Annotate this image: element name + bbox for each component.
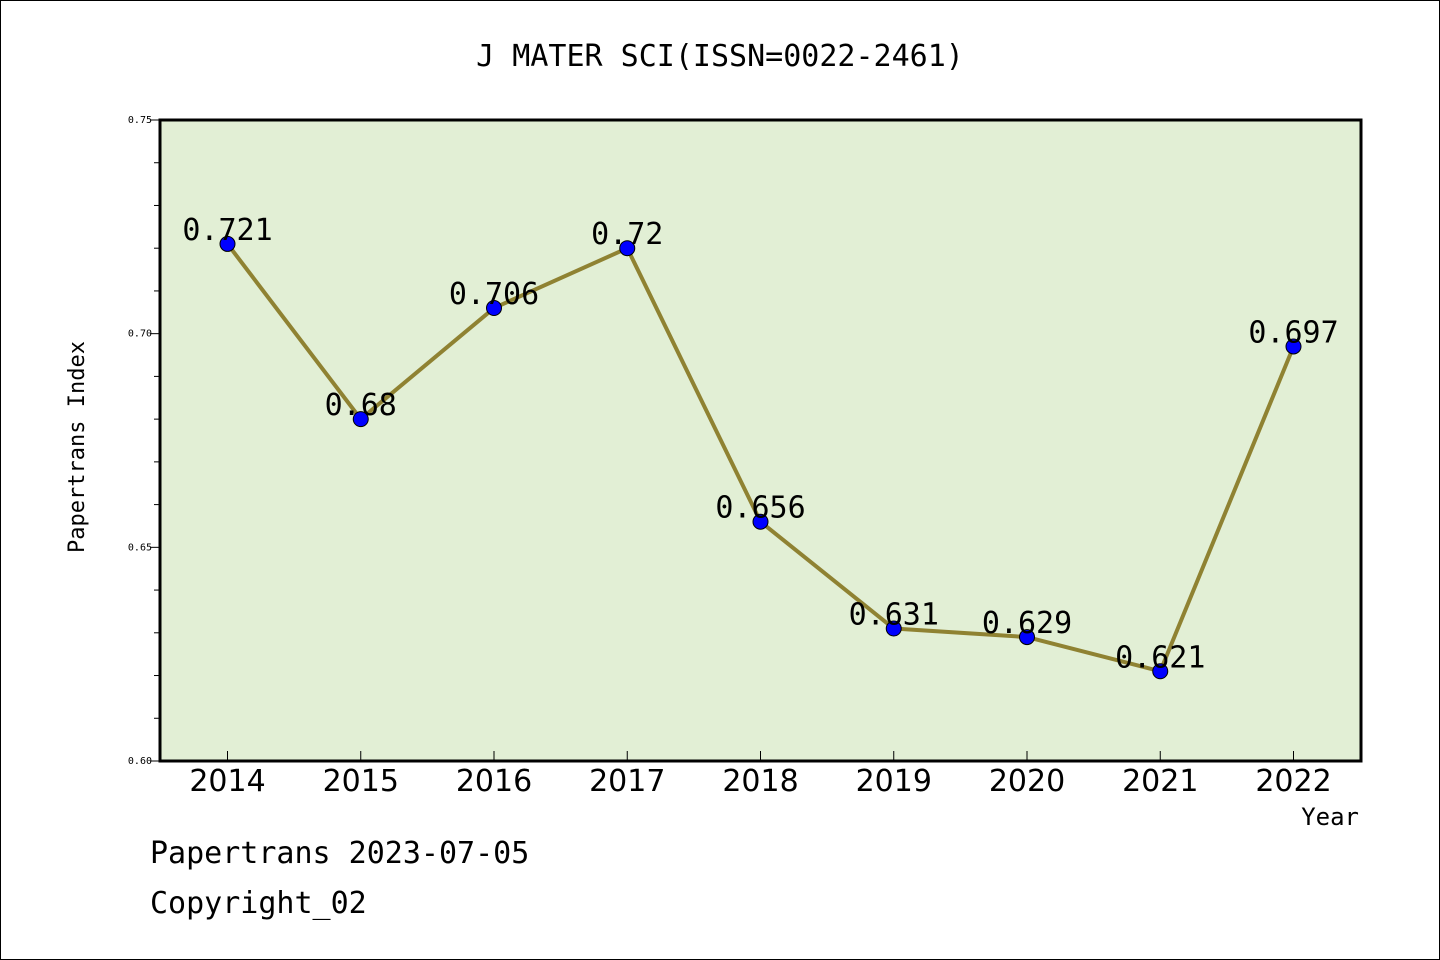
footer-date: Papertrans 2023-07-05 [150, 836, 529, 871]
y-axis-label: Papertrans Index [65, 341, 90, 553]
data-point [752, 513, 769, 530]
x-tick-label: 2015 [323, 764, 399, 799]
x-tick-label: 2014 [189, 764, 265, 799]
data-point [1019, 629, 1035, 646]
data-label: 0.656 [715, 491, 805, 526]
x-tick-label: 2018 [722, 764, 798, 799]
data-label: 0.621 [1115, 640, 1205, 675]
x-tick-label: 2016 [456, 764, 532, 799]
y-tick-label: 0.65 [128, 542, 152, 553]
data-markers [219, 235, 1302, 680]
x-tick-label: 2022 [1255, 764, 1331, 799]
data-point [619, 240, 636, 257]
data-point [352, 411, 369, 428]
data-point [486, 300, 502, 317]
chart-title: J MATER SCI(ISSN=0022-2461) [476, 39, 964, 74]
data-point [1285, 338, 1302, 355]
data-point [1152, 663, 1169, 680]
data-point [885, 620, 902, 637]
data-label: 0.697 [1248, 315, 1338, 350]
plot-area [158, 118, 1363, 763]
x-axis-label: Year [1301, 803, 1359, 831]
x-tick-label: 2019 [856, 764, 932, 799]
data-point [219, 235, 236, 252]
x-tick-label: 2021 [1122, 764, 1198, 799]
data-labels: 0.721 0.68 0.706 0.72 0.656 0.631 0.629 0.621 0.… [182, 213, 1338, 675]
y-tick-label: 0.70 [128, 329, 152, 340]
x-tick-label: 2020 [989, 764, 1065, 799]
data-label: 0.721 [182, 213, 272, 248]
data-label: 0.631 [849, 598, 939, 633]
data-label: 0.68 [325, 388, 397, 423]
data-label: 0.72 [591, 217, 663, 252]
x-tick-label: 2017 [589, 764, 665, 799]
footer-copyright: Copyright_02 [150, 886, 367, 921]
y-axis: 0.60 0.65 0.70 0.75 [128, 115, 160, 767]
x-axis: 2014 2015 2016 2017 2018 2019 2020 2021 2022 [189, 751, 1332, 799]
data-label: 0.629 [982, 606, 1072, 641]
y-tick-label: 0.75 [128, 115, 152, 126]
data-label: 0.706 [449, 277, 539, 312]
y-tick-label: 0.60 [128, 756, 152, 767]
